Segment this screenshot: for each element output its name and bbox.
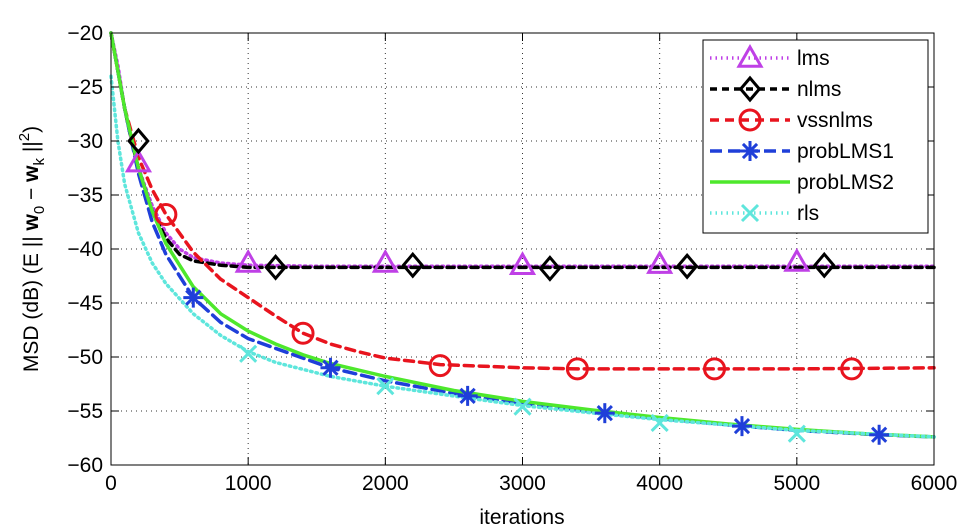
marker-probLMS1 [731, 416, 752, 437]
marker-rls [513, 397, 532, 416]
series-markers [124, 127, 890, 445]
legend-marker-lms [736, 43, 764, 68]
y-axis-title-sup: 2 [16, 133, 33, 141]
y-axis-title-subk: k [31, 158, 48, 166]
y-tick-label: −50 [67, 346, 103, 369]
marker-probLMS1 [457, 385, 478, 406]
legend-label-nlms: nlms [797, 78, 841, 101]
series-line-probLMS2 [109, 31, 936, 439]
y-axis-title-wk: w [20, 165, 43, 183]
marker-vssnlms [840, 357, 864, 381]
marker-rls [787, 424, 806, 443]
marker-lms [783, 247, 811, 272]
marker-vssnlms [703, 357, 727, 381]
y-tick-label: −35 [67, 184, 103, 207]
legend-items: lms nlms vssnlms probLMS1 probLMS2 rls [710, 43, 894, 225]
y-tick-label: −55 [67, 400, 103, 423]
marker-lms [234, 249, 262, 273]
legend-label-probLMS2: probLMS2 [797, 171, 894, 194]
marker-nlms [264, 254, 287, 281]
y-axis-title: MSD (dB) (E || w0 − wk ||2) [16, 126, 48, 372]
x-tick-label: 3000 [499, 472, 546, 495]
y-tick-label: −30 [67, 130, 103, 153]
x-tick-labels: 0 1000 2000 3000 4000 5000 6000 [105, 472, 957, 495]
y-axis-title-minus: − [20, 182, 43, 206]
y-axis-title-suffix: || [20, 141, 43, 158]
legend-label-probLMS1: probLMS1 [797, 140, 894, 163]
y-tick-labels: −20 −25 −30 −35 −40 −45 −50 −55 −60 [67, 22, 103, 477]
y-tick-label: −60 [67, 454, 103, 477]
marker-nlms [675, 252, 699, 280]
x-tick-label: 1000 [225, 472, 272, 495]
marker-rls [239, 344, 258, 363]
marker-vssnlms [291, 321, 315, 345]
y-tick-label: −25 [67, 76, 103, 99]
x-tick-label: 6000 [911, 472, 958, 495]
legend: lms nlms vssnlms probLMS1 probLMS2 rls [702, 39, 929, 234]
marker-lms [124, 148, 153, 173]
marker-probLMS1 [594, 403, 615, 424]
series-line-vssnlms [109, 31, 936, 371]
marker-vssnlms [428, 354, 452, 378]
y-axis-title-prefix: MSD (dB) (E || [20, 230, 43, 372]
svg-text:MSD (dB) (E || w0 − wk ||2): MSD (dB) (E || w0 − wk ||2) [16, 126, 48, 372]
x-tick-label: 4000 [636, 472, 683, 495]
marker-probLMS1 [183, 287, 204, 308]
x-tick-label: 2000 [362, 472, 409, 495]
y-tick-label: −40 [67, 238, 103, 261]
axis-ticks [110, 32, 935, 466]
marker-nlms [401, 251, 425, 279]
legend-marker-vssnlms [738, 108, 762, 132]
legend-label-rls: rls [797, 202, 819, 225]
marker-lms [646, 250, 674, 274]
y-axis-title-close: ) [20, 126, 43, 133]
marker-lms [508, 251, 537, 275]
y-axis-title-w0: w [20, 213, 43, 231]
legend-marker-probLMS1 [740, 141, 760, 161]
marker-vssnlms [154, 202, 178, 226]
x-tick-label: 0 [105, 472, 117, 495]
marker-rls [650, 413, 669, 432]
marker-nlms [127, 127, 150, 155]
marker-nlms [812, 251, 836, 279]
marker-rls [376, 377, 395, 396]
marker-nlms [538, 255, 562, 282]
x-tick-label: 5000 [773, 472, 820, 495]
marker-probLMS1 [869, 424, 890, 445]
legend-label-vssnlms: vssnlms [797, 109, 873, 132]
marker-vssnlms [565, 357, 589, 381]
series-line-rls [109, 74, 936, 439]
marker-probLMS1 [320, 357, 341, 378]
legend-marker-rls [740, 203, 760, 223]
series-lines [109, 31, 936, 439]
legend-box [702, 39, 929, 234]
y-tick-label: −20 [67, 22, 103, 45]
y-tick-label: −45 [67, 292, 103, 315]
legend-label-lms: lms [797, 47, 830, 70]
y-axis-title-sub0: 0 [31, 206, 48, 214]
legend-marker-nlms [738, 75, 762, 103]
marker-lms [371, 249, 399, 273]
x-axis-title: iterations [479, 506, 564, 529]
